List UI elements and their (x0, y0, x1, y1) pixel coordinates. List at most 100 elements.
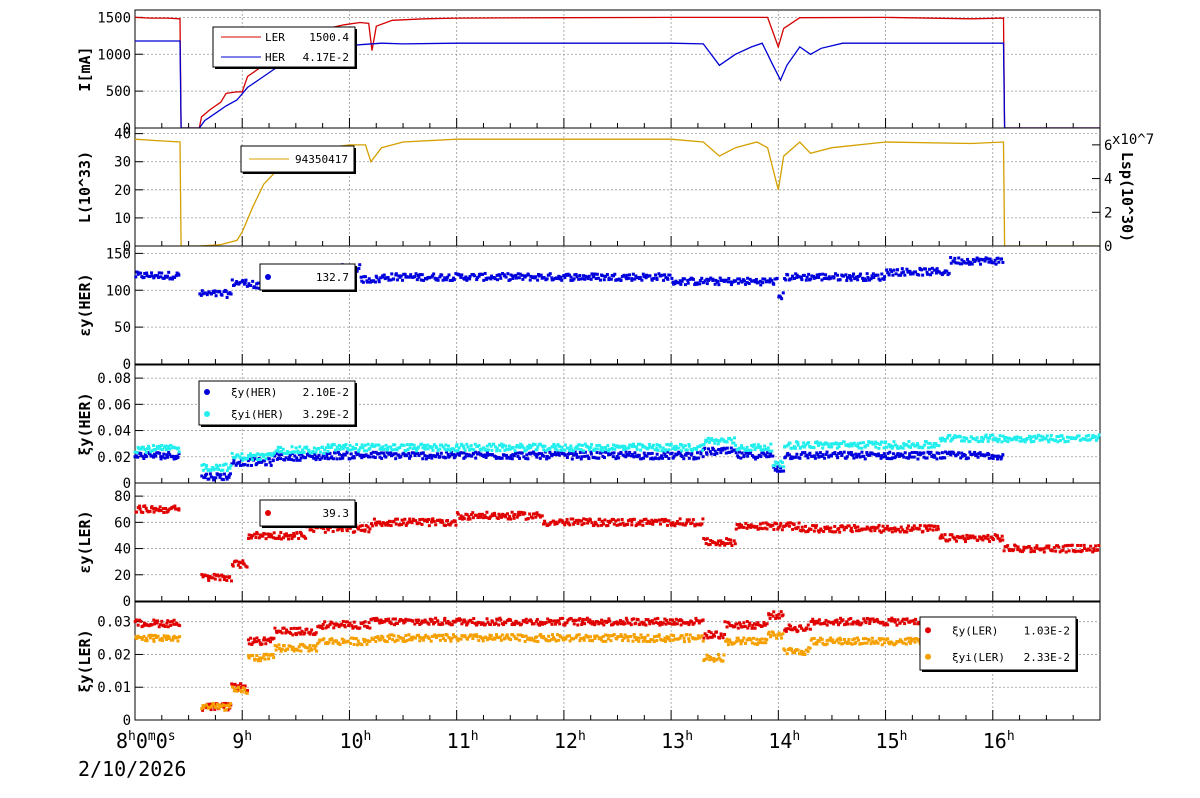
series-points-1 (134, 504, 1101, 583)
data-point (599, 636, 603, 640)
data-point (580, 277, 584, 281)
data-point (418, 518, 422, 522)
y-tick-label: 500 (106, 84, 131, 100)
data-point (838, 278, 842, 282)
data-point (839, 450, 843, 454)
data-point (700, 276, 704, 280)
data-point (842, 440, 846, 444)
data-point (566, 446, 570, 450)
data-point (554, 520, 558, 524)
data-point (401, 639, 405, 643)
data-point (998, 537, 1002, 541)
data-point (517, 456, 521, 460)
data-point (277, 536, 281, 540)
data-point (207, 578, 211, 582)
data-point (439, 520, 443, 524)
data-point (883, 623, 887, 627)
data-point (145, 447, 149, 451)
data-point (291, 535, 295, 539)
data-point (906, 636, 910, 640)
data-point (603, 619, 607, 623)
data-point (558, 277, 562, 281)
data-point (199, 293, 203, 297)
data-point (640, 519, 644, 523)
data-point (879, 620, 883, 624)
legend-box (919, 616, 1077, 671)
data-point (697, 522, 701, 526)
data-point (851, 622, 855, 626)
data-point (201, 708, 205, 712)
data-point (688, 633, 692, 637)
data-point (675, 446, 679, 450)
data-point (613, 272, 617, 276)
data-point (771, 523, 775, 527)
data-point (776, 461, 780, 465)
data-point (663, 273, 667, 277)
data-point (856, 274, 860, 278)
data-point (218, 463, 222, 467)
data-point (1089, 544, 1093, 548)
data-point (247, 654, 251, 658)
data-point (595, 443, 599, 447)
data-point (573, 450, 577, 454)
data-point (161, 448, 165, 452)
data-point (988, 434, 992, 438)
data-point (725, 446, 729, 450)
data-point (857, 638, 861, 642)
data-point (812, 622, 816, 626)
data-point (924, 267, 928, 271)
data-point (895, 639, 899, 643)
data-point (229, 702, 233, 706)
data-point (777, 612, 781, 616)
data-point (743, 624, 747, 628)
data-point (517, 638, 521, 642)
data-point (300, 452, 304, 456)
data-point (462, 517, 466, 521)
data-point (887, 273, 891, 277)
data-point (569, 447, 573, 451)
data-point (428, 276, 432, 280)
data-point (243, 463, 247, 467)
legend-value: 1500.4 (309, 31, 349, 44)
y2-tick-label: 6 (1104, 138, 1112, 154)
data-point (704, 542, 708, 546)
data-point (975, 452, 979, 456)
data-point (853, 525, 857, 529)
data-point (707, 543, 711, 547)
data-point (477, 639, 481, 643)
data-point (1058, 550, 1062, 554)
data-point (777, 631, 781, 635)
data-point (423, 618, 427, 622)
data-point (580, 519, 584, 523)
data-point (332, 622, 336, 626)
data-point (991, 438, 995, 442)
data-point (411, 447, 415, 451)
data-point (584, 274, 588, 278)
legend-name: ξy(HER) (231, 386, 277, 399)
data-point (175, 621, 179, 625)
data-point (565, 517, 569, 521)
data-point (480, 447, 484, 451)
data-point (353, 530, 357, 534)
data-point (243, 684, 247, 688)
data-point (844, 456, 848, 460)
data-point (686, 451, 690, 455)
data-point (956, 452, 960, 456)
data-point (375, 276, 379, 280)
data-point (741, 639, 745, 643)
data-point (529, 446, 533, 450)
data-point (990, 456, 994, 460)
data-point (336, 623, 340, 627)
data-point (855, 455, 859, 459)
data-point (976, 257, 980, 261)
data-point (755, 525, 759, 529)
data-point (860, 450, 864, 454)
data-point (269, 452, 273, 456)
data-point (679, 623, 683, 627)
data-point (959, 456, 963, 460)
data-point (570, 457, 574, 461)
data-point (464, 275, 468, 279)
data-point (383, 277, 387, 281)
data-point (219, 705, 223, 709)
data-point (672, 620, 676, 624)
